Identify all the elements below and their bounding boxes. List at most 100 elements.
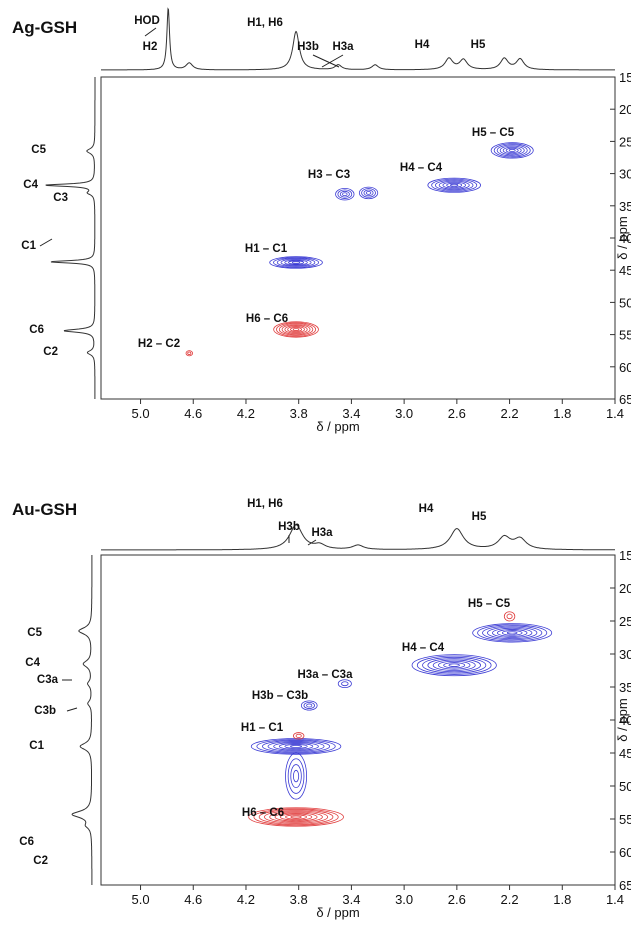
cross-peak-label: H5 – C5: [468, 598, 511, 610]
cross-peak: [472, 623, 553, 643]
x-tick-label: 1.8: [553, 892, 571, 907]
panel-title: Au-GSH: [12, 500, 77, 519]
contour-level: [284, 325, 308, 334]
contour-level: [490, 142, 534, 159]
carbon-peak-label: C6: [29, 324, 44, 336]
contour-level: [290, 764, 302, 789]
carbon-projection: [45, 77, 96, 399]
contour-level: [508, 148, 516, 152]
y-tick-label: 15: [619, 548, 631, 563]
proton-peak-leader: [312, 54, 340, 68]
contour-level: [276, 322, 317, 337]
proton-projection: [101, 7, 615, 71]
contour-level: [482, 625, 543, 641]
y-tick-label: 35: [619, 680, 631, 695]
cross-peak: [185, 350, 193, 357]
proton-peak-label: H4: [419, 503, 434, 515]
cross-peak: [300, 700, 318, 711]
contour-level: [300, 700, 318, 711]
carbon-peak-label: C3a: [37, 674, 59, 686]
cross-peak: [427, 177, 481, 193]
cross-peak: [503, 611, 516, 622]
contour-level: [432, 659, 476, 671]
carbon-peak-label: C5: [31, 144, 46, 156]
contour-level: [258, 809, 334, 825]
x-tick-label: 2.2: [501, 406, 519, 421]
contour-level: [292, 328, 300, 331]
contour-level: [472, 623, 553, 643]
y-tick-label: 20: [619, 581, 631, 596]
contour-level: [287, 326, 305, 333]
contour-level: [284, 744, 308, 749]
contour-level: [358, 186, 379, 200]
cross-peak: [248, 807, 344, 827]
x-tick-label: 3.4: [342, 406, 360, 421]
proton-peak-label: H2: [143, 41, 158, 53]
cross-peak: [411, 654, 497, 677]
x-tick-label: 4.2: [237, 406, 255, 421]
panel-title: Ag-GSH: [12, 18, 77, 37]
panel-au-gsh: Au-GSH 5.0 4.6 4.2 3.8 3.4 3.0 2.6 2.2 1.8 1.4 δ / …: [12, 498, 631, 920]
contour-level: [422, 656, 487, 674]
proton-peak-leader: [144, 27, 157, 37]
carbon-peak-label: C3b: [34, 705, 56, 717]
contour-level: [427, 177, 481, 193]
contour-level: [506, 613, 513, 620]
y-tick-label: 30: [619, 167, 631, 182]
contour-level: [341, 681, 349, 687]
contour-level: [499, 145, 525, 156]
proton-peak-label: H3a: [311, 527, 333, 539]
proton-peak-label: H5: [471, 39, 486, 51]
contour-level: [342, 192, 348, 197]
contour-level: [411, 654, 497, 677]
contour-level: [416, 655, 492, 675]
contour-level: [438, 180, 470, 190]
cross-peak-label: H3 – C3: [308, 169, 350, 181]
y-tick-label: 55: [619, 812, 631, 827]
contour-level: [361, 188, 376, 198]
y-tick-label: 30: [619, 647, 631, 662]
cross-peak-label: H6 – C6: [246, 313, 288, 325]
contour-level: [443, 662, 466, 669]
contour-level: [487, 626, 538, 640]
cross-peak-label: H1 – C1: [245, 243, 288, 255]
contour-level: [262, 740, 331, 753]
x-tick-label: 5.0: [131, 406, 149, 421]
contour-level: [448, 663, 460, 667]
y-tick-label: 50: [619, 779, 631, 794]
panel-ag-gsh: Ag-GSH 5.0 4.6 4.2 3.8 3.4 3.0 2.6 2.2 1.8 1.4 δ / …: [12, 7, 631, 434]
y-tick-label: 55: [619, 328, 631, 343]
carbon-projection: [71, 555, 93, 885]
cross-peak: [335, 188, 355, 201]
contour-level: [293, 732, 305, 740]
contour-level: [502, 146, 522, 155]
cross-peak: [293, 732, 305, 740]
y-tick-label: 25: [619, 614, 631, 629]
contour-level: [442, 181, 466, 189]
contour-level: [496, 629, 528, 637]
proton-peak-leader: [307, 539, 317, 546]
x-tick-label: 2.6: [448, 406, 466, 421]
carbon-peak-label: C2: [33, 855, 48, 867]
contour-level: [503, 611, 516, 622]
contour-level: [285, 752, 307, 800]
carbon-peak-leader: [39, 238, 53, 247]
proton-peak-label: HOD: [134, 15, 160, 27]
x-tick-label: 2.2: [501, 892, 519, 907]
carbon-peak-label: C1: [21, 240, 36, 252]
contour-level: [337, 679, 352, 689]
carbon-peak-label: C4: [25, 657, 40, 669]
contour-level: [273, 321, 319, 338]
contour-level: [306, 703, 313, 708]
x-axis-label: δ / ppm: [316, 419, 359, 434]
y-tick-label: 40: [619, 231, 631, 246]
cross-peak: [269, 256, 323, 269]
contour-level: [267, 741, 325, 752]
contour-level: [501, 630, 523, 636]
contour-level: [337, 189, 353, 199]
contour-level: [185, 350, 193, 357]
x-tick-label: 3.0: [395, 406, 413, 421]
contour-level: [431, 178, 478, 192]
contour-level: [492, 627, 533, 638]
